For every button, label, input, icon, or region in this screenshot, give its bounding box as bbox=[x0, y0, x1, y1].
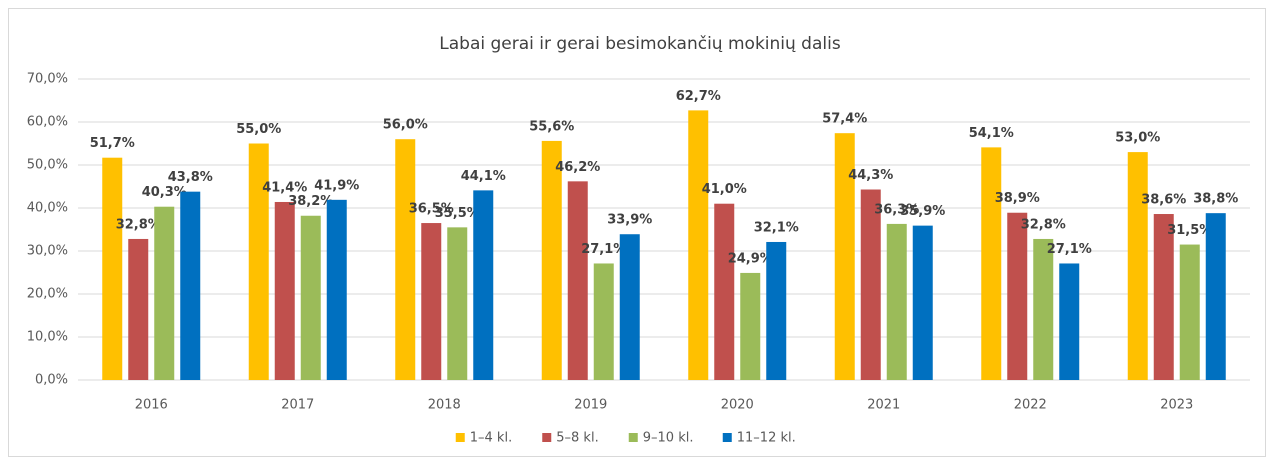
bar bbox=[593, 263, 614, 380]
x-tick-label: 2020 bbox=[721, 398, 754, 413]
value-label: 38,2% bbox=[288, 194, 333, 209]
value-label: 38,9% bbox=[995, 191, 1040, 206]
bar bbox=[567, 181, 588, 380]
x-tick-label: 2021 bbox=[867, 398, 900, 413]
legend-label: 1–4 kl. bbox=[470, 431, 512, 446]
value-label: 62,7% bbox=[676, 89, 721, 104]
value-label: 36,5% bbox=[409, 202, 454, 217]
x-tick-label: 2017 bbox=[281, 398, 314, 413]
legend-swatch bbox=[455, 433, 465, 442]
legend-swatch bbox=[542, 433, 552, 442]
value-label: 44,3% bbox=[848, 168, 893, 183]
bar bbox=[248, 143, 269, 380]
bar bbox=[473, 190, 494, 380]
value-label: 27,1% bbox=[1047, 242, 1092, 257]
legend-swatch bbox=[722, 433, 732, 442]
bar bbox=[1033, 238, 1054, 380]
bar bbox=[1059, 263, 1080, 380]
value-label: 44,1% bbox=[461, 169, 506, 184]
bar bbox=[766, 241, 787, 380]
value-label: 56,0% bbox=[383, 118, 428, 133]
bar bbox=[1153, 214, 1174, 380]
value-label: 55,6% bbox=[529, 119, 574, 134]
bar bbox=[180, 191, 201, 380]
bar bbox=[154, 206, 175, 380]
value-label: 27,1% bbox=[581, 242, 626, 257]
value-label: 33,9% bbox=[607, 213, 652, 228]
y-tick-label: 40,0% bbox=[27, 201, 68, 216]
y-tick-label: 0,0% bbox=[35, 373, 68, 388]
bar bbox=[1127, 152, 1148, 380]
legend-label: 9–10 kl. bbox=[643, 431, 694, 446]
value-label: 51,7% bbox=[90, 136, 135, 151]
value-label: 31,5% bbox=[1167, 223, 1212, 238]
bar bbox=[541, 140, 562, 380]
value-label: 32,8% bbox=[116, 217, 161, 232]
value-label: 35,5% bbox=[435, 206, 480, 221]
value-label: 43,8% bbox=[168, 170, 213, 185]
x-tick-label: 2023 bbox=[1160, 398, 1193, 413]
bar bbox=[395, 139, 416, 380]
value-label: 36,3% bbox=[874, 202, 919, 217]
bar bbox=[860, 189, 881, 380]
bar bbox=[981, 147, 1002, 380]
bar bbox=[912, 225, 933, 380]
x-tick-label: 2016 bbox=[135, 398, 168, 413]
value-label: 41,0% bbox=[702, 182, 747, 197]
bar bbox=[421, 223, 442, 380]
value-label: 46,2% bbox=[555, 160, 600, 175]
value-label: 40,3% bbox=[142, 185, 187, 200]
bar bbox=[274, 201, 295, 380]
value-label: 32,8% bbox=[1021, 217, 1066, 232]
value-label: 53,0% bbox=[1115, 131, 1160, 146]
bar bbox=[740, 272, 761, 380]
y-tick-label: 30,0% bbox=[27, 244, 68, 259]
bar bbox=[326, 199, 347, 380]
value-label: 24,9% bbox=[728, 251, 773, 266]
y-tick-label: 60,0% bbox=[27, 115, 68, 130]
value-label: 41,4% bbox=[262, 180, 307, 195]
bar bbox=[886, 223, 907, 380]
bar bbox=[688, 110, 709, 380]
bar bbox=[102, 157, 123, 380]
legend-label: 5–8 kl. bbox=[556, 431, 598, 446]
bar bbox=[300, 215, 321, 380]
value-label: 57,4% bbox=[822, 112, 867, 127]
bar bbox=[128, 238, 149, 380]
value-label: 41,9% bbox=[314, 178, 359, 193]
value-label: 38,8% bbox=[1193, 192, 1238, 207]
bar bbox=[834, 133, 855, 380]
y-tick-label: 10,0% bbox=[27, 330, 68, 345]
value-label: 54,1% bbox=[969, 126, 1014, 141]
bar bbox=[1205, 213, 1226, 380]
value-label: 38,6% bbox=[1141, 193, 1186, 208]
y-tick-label: 20,0% bbox=[27, 287, 68, 302]
x-tick-label: 2022 bbox=[1014, 398, 1047, 413]
bar bbox=[1007, 212, 1028, 380]
bar bbox=[714, 203, 735, 380]
bar bbox=[1179, 244, 1200, 380]
bar bbox=[447, 227, 468, 380]
x-tick-label: 2018 bbox=[428, 398, 461, 413]
chart-title: Labai gerai ir gerai besimokančių mokini… bbox=[439, 34, 841, 54]
value-label: 32,1% bbox=[754, 220, 799, 235]
y-tick-label: 70,0% bbox=[27, 72, 68, 87]
value-label: 35,9% bbox=[900, 204, 945, 219]
chart-border bbox=[8, 8, 1266, 457]
y-tick-label: 50,0% bbox=[27, 158, 68, 173]
legend-swatch bbox=[628, 433, 638, 442]
legend-label: 11–12 kl. bbox=[737, 431, 796, 446]
bar bbox=[619, 234, 640, 380]
x-tick-label: 2019 bbox=[574, 398, 607, 413]
value-label: 55,0% bbox=[236, 122, 281, 137]
